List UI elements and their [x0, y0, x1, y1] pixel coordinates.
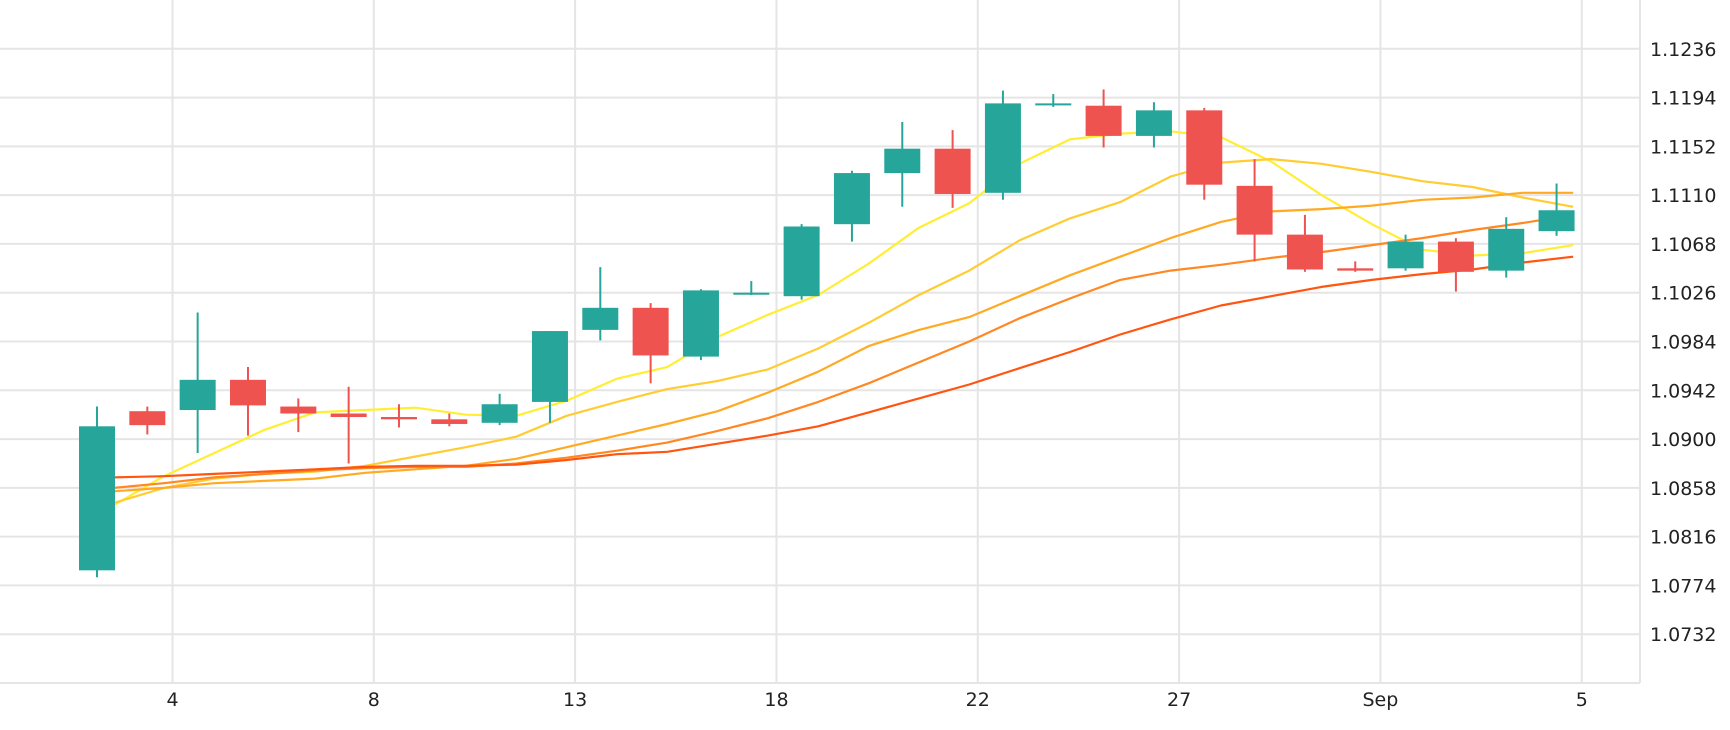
candle	[179, 312, 216, 454]
candle-body	[280, 406, 317, 414]
candle-body	[733, 292, 770, 295]
candle-body	[380, 417, 417, 420]
candle	[1236, 159, 1273, 262]
candle-body	[1135, 110, 1172, 136]
candle	[229, 367, 266, 436]
candle-body	[884, 148, 921, 174]
candle-body	[79, 426, 115, 571]
y-tick-label: 1.1152	[1650, 136, 1716, 158]
candle-body	[481, 404, 518, 423]
y-tick-label: 1.0732	[1650, 624, 1716, 646]
candle	[280, 398, 317, 433]
candle-body	[1488, 228, 1525, 271]
y-tick-label: 1.1026	[1650, 283, 1716, 305]
y-tick-label: 1.1068	[1650, 234, 1716, 256]
candle-body	[582, 307, 619, 330]
candle-body	[682, 290, 719, 357]
candle-body	[531, 331, 568, 402]
candle	[431, 413, 468, 427]
candle	[632, 303, 669, 384]
x-tick-label: 18	[764, 689, 788, 711]
candle	[582, 267, 619, 341]
candle	[1387, 234, 1424, 271]
candle-body	[632, 307, 669, 356]
candle-body	[1437, 241, 1474, 272]
candle	[682, 289, 719, 361]
candle	[934, 130, 971, 208]
candle-body	[833, 173, 870, 225]
y-tick-label: 1.0942	[1650, 380, 1716, 402]
moving-average-line-5	[113, 255, 1574, 479]
candle-body	[1538, 210, 1575, 232]
y-tick-label: 1.1194	[1650, 88, 1716, 110]
candle	[1286, 214, 1323, 272]
moving-average-lines	[113, 130, 1574, 507]
y-tick-label: 1.0900	[1650, 429, 1716, 451]
candle	[1437, 238, 1474, 292]
moving-average-line-3	[113, 191, 1574, 493]
candle	[1035, 94, 1072, 107]
candle-body	[1186, 110, 1223, 185]
candle-body	[1236, 185, 1273, 235]
y-tick-label: 1.0774	[1650, 575, 1716, 597]
candle	[884, 121, 921, 207]
x-tick-label: 5	[1576, 689, 1588, 711]
x-tick-label: Sep	[1363, 689, 1399, 711]
candle-body	[1085, 105, 1122, 136]
candles	[79, 89, 1575, 578]
x-tick-label: 13	[563, 689, 587, 711]
y-tick-label: 1.1236	[1650, 39, 1716, 61]
y-tick-label: 1.1110	[1650, 185, 1716, 207]
moving-average-line-1	[113, 130, 1574, 507]
moving-average-line-4	[113, 213, 1574, 489]
candle-body	[330, 413, 367, 418]
candle	[531, 331, 568, 423]
x-tick-label: 22	[966, 689, 990, 711]
axes: 1.1236 1.1194 1.1152 1.1110 1.1068 1.1026 1.09…	[166, 39, 1716, 711]
candle	[481, 393, 518, 426]
candle	[1186, 108, 1223, 200]
candle	[1135, 102, 1172, 148]
candle	[129, 406, 166, 435]
candle	[1085, 89, 1122, 148]
candle-body	[1035, 103, 1072, 106]
x-tick-label: 8	[368, 689, 380, 711]
candle-body	[984, 103, 1021, 193]
candle-body	[934, 148, 971, 194]
grid	[0, 0, 1641, 684]
candle-body	[783, 226, 820, 297]
candle-body	[179, 379, 216, 411]
candle-body	[1387, 241, 1424, 269]
x-tick-label: 27	[1167, 689, 1191, 711]
candle	[833, 170, 870, 242]
candle-body	[129, 411, 166, 426]
candle-body	[431, 419, 468, 424]
candle	[733, 281, 770, 296]
candle-body	[1286, 234, 1323, 270]
y-tick-label: 1.0858	[1650, 478, 1716, 500]
candle	[984, 90, 1021, 200]
candle	[1488, 217, 1525, 278]
candle-body	[1337, 268, 1374, 271]
candle	[1538, 183, 1575, 236]
candle	[380, 404, 417, 428]
y-tick-label: 1.0816	[1650, 527, 1716, 549]
candle	[1337, 261, 1374, 272]
candle	[79, 406, 115, 578]
candle	[330, 386, 367, 464]
x-tick-label: 4	[166, 689, 178, 711]
candle-body	[229, 379, 266, 406]
candle	[783, 224, 820, 300]
y-tick-label: 1.0984	[1650, 332, 1716, 354]
